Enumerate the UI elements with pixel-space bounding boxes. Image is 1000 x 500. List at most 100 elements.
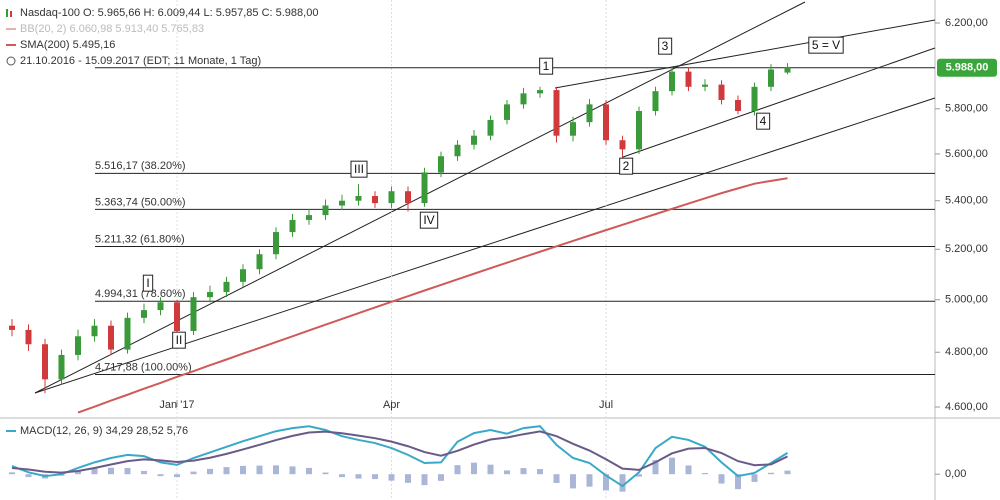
- legend-sma: SMA(200) 5.495,16: [20, 39, 115, 51]
- macd-histogram-bar: [256, 465, 263, 475]
- macd-histogram-bar: [405, 474, 411, 483]
- y-tick-label: 5.400,00: [945, 195, 988, 207]
- macd-histogram-bar: [702, 472, 708, 475]
- legend-range: 21.10.2016 - 15.09.2017 (EDT; 11 Monate,…: [20, 55, 261, 67]
- macd-histogram-bar: [207, 468, 213, 475]
- macd-histogram-bar: [619, 474, 626, 492]
- wave-label: II: [176, 333, 183, 347]
- sma-line: [77, 177, 788, 414]
- candle-body: [471, 135, 477, 145]
- wave-label: III: [354, 162, 364, 176]
- candle-body: [124, 317, 131, 350]
- macd-histogram-bar: [91, 468, 98, 475]
- macd-histogram-bar: [718, 474, 725, 484]
- candle-body: [553, 90, 560, 136]
- macd-histogram-bar: [273, 465, 279, 475]
- wave-label-box: [658, 37, 673, 55]
- candle-body: [421, 172, 428, 204]
- macd-histogram-bar: [355, 474, 362, 479]
- candle-body: [256, 254, 263, 270]
- candle-body: [174, 302, 180, 331]
- trend-line: [554, 19, 936, 89]
- candle-body: [42, 344, 48, 380]
- candle-body: [75, 336, 81, 355]
- candle-body: [372, 195, 378, 204]
- macd-histogram-bar: [652, 459, 659, 475]
- macd-histogram-bar: [685, 465, 692, 475]
- wave-label-box: [350, 160, 368, 178]
- candle-body: [322, 205, 329, 216]
- candle-body: [9, 325, 15, 330]
- macd-histogram-bar: [421, 474, 428, 486]
- macd-histogram-bar: [372, 474, 378, 480]
- macd-histogram-bar: [174, 474, 180, 478]
- wave-label: I: [146, 276, 149, 290]
- y-tick-label: 4.600,00: [945, 401, 988, 413]
- candle-body: [751, 86, 758, 112]
- wave-label-box: [619, 157, 634, 175]
- candle-body: [454, 144, 461, 157]
- candle-body: [685, 71, 692, 87]
- wave-label-box: [756, 112, 771, 130]
- macd-histogram-bar: [504, 470, 510, 475]
- y-tick-label: 0,00: [945, 468, 966, 480]
- legend-icon: [6, 9, 8, 17]
- candle-body: [339, 200, 345, 206]
- trend-line: [622, 47, 936, 158]
- macd-histogram-bar: [157, 474, 164, 477]
- wave-label-box: [808, 36, 844, 54]
- wave-label-box: [539, 57, 554, 75]
- macd-histogram-bar: [289, 466, 296, 475]
- x-tick-label: Jul: [599, 399, 613, 411]
- macd-histogram-bar: [471, 462, 477, 475]
- candle-body: [619, 140, 626, 150]
- fib-label: 4.994,31 (78.60%): [95, 288, 186, 300]
- legend-macd: MACD(12, 26, 9) 34,29 28,52 5,76: [20, 425, 188, 437]
- candle-body: [586, 104, 593, 123]
- candle-body: [157, 302, 164, 311]
- candle-body: [702, 84, 708, 87]
- candle-body: [108, 325, 114, 350]
- price-label: 5.988,00: [946, 62, 989, 74]
- wave-label-box: [172, 331, 186, 349]
- candle-body: [273, 232, 279, 255]
- macd-histogram-bar: [784, 470, 791, 475]
- y-tick-label: 4.800,00: [945, 346, 988, 358]
- macd-histogram-bar: [454, 465, 461, 475]
- candle-body: [735, 99, 741, 112]
- signal-line: [11, 430, 788, 474]
- price-label-box: [937, 58, 997, 77]
- candle-body: [289, 219, 296, 233]
- fib-label: 5.363,74 (50.00%): [95, 196, 186, 208]
- y-tick-label: 5.600,00: [945, 148, 988, 160]
- y-tick-label: 5.800,00: [945, 103, 988, 115]
- candle-body: [405, 191, 411, 204]
- legend-icon: [6, 56, 16, 66]
- macd-histogram-bar: [553, 474, 560, 483]
- wave-label-box: [142, 274, 154, 292]
- candle-body: [223, 281, 230, 293]
- macd-histogram-bar: [735, 474, 741, 490]
- macd-histogram-bar: [108, 467, 114, 475]
- macd-histogram-bar: [487, 464, 494, 475]
- macd-histogram-bar: [520, 468, 527, 475]
- macd-histogram-bar: [223, 467, 230, 475]
- macd-histogram-bar: [141, 470, 147, 475]
- macd-histogram-bar: [306, 467, 312, 475]
- macd-histogram-bar: [25, 474, 32, 478]
- candle-body: [669, 71, 675, 92]
- fib-label: 5.211,32 (61.80%): [95, 233, 185, 245]
- wave-label: 5 = V: [812, 38, 840, 52]
- candle-body: [537, 90, 543, 94]
- y-tick-label: 5.200,00: [945, 243, 988, 255]
- candle-body: [91, 325, 98, 337]
- candle-body: [58, 354, 65, 380]
- y-tick-label: 6.200,00: [945, 17, 988, 29]
- candle-body: [603, 104, 609, 141]
- wave-label: 3: [662, 39, 669, 53]
- macd-histogram-bar: [768, 472, 774, 475]
- wave-label-box: [419, 211, 439, 229]
- candle-body: [768, 69, 774, 87]
- candle-body: [190, 297, 197, 331]
